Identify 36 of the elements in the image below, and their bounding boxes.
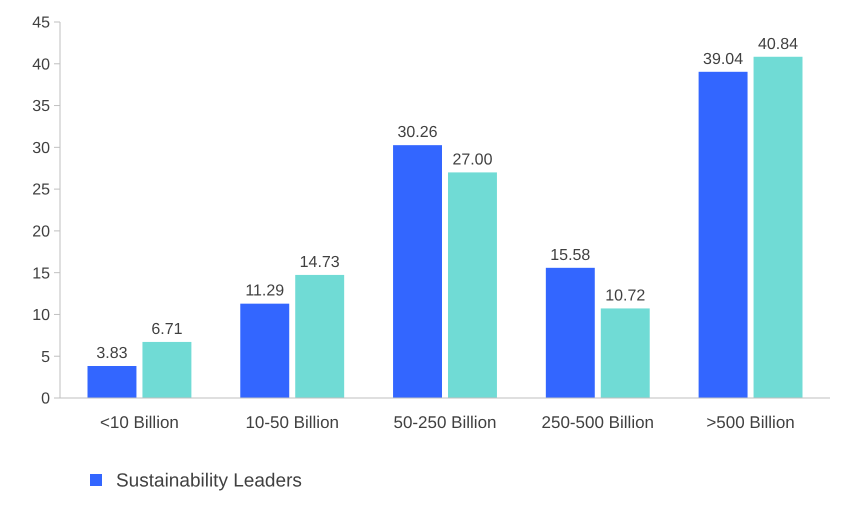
data-label: 30.26 (398, 124, 438, 142)
bar (754, 56, 802, 398)
data-label: 11.29 (245, 282, 284, 300)
data-label: 27.00 (452, 151, 493, 168)
data-label: 39.04 (703, 50, 744, 68)
data-label: 3.83 (96, 345, 128, 362)
x-tick-label: 50-250 Billion (393, 413, 497, 432)
y-tick-label: 0 (41, 390, 50, 408)
data-label: 10.72 (605, 287, 646, 304)
x-tick-label: 10-50 Billion (245, 413, 340, 432)
data-label: 14.73 (300, 254, 340, 271)
bar (448, 172, 497, 398)
bar (142, 342, 192, 398)
y-tick-label: 15 (32, 265, 50, 282)
y-tick-label: 25 (32, 182, 50, 199)
y-tick-label: 45 (32, 14, 50, 32)
bar (393, 145, 442, 398)
data-label: 15.58 (550, 246, 590, 264)
bar (698, 72, 748, 398)
bar (295, 274, 344, 398)
bar (240, 304, 290, 398)
y-tick-label: 40 (32, 56, 50, 74)
y-tick-label: 35 (32, 98, 50, 116)
y-tick-label: 20 (32, 223, 50, 240)
y-tick-label: 5 (41, 348, 50, 366)
x-tick-label: >500 Billion (706, 413, 795, 432)
data-label: 40.84 (758, 36, 798, 53)
y-tick-label: 10 (32, 307, 50, 324)
bar (546, 268, 595, 398)
bar (600, 308, 650, 398)
y-tick-label: 30 (32, 140, 50, 157)
legend-label: Sustainability Leaders (116, 470, 302, 492)
data-label: 6.71 (151, 320, 183, 338)
x-tick-label: <10 Billion (100, 413, 179, 432)
x-tick-label: 250-500 Billion (542, 413, 654, 432)
bar (88, 366, 136, 398)
